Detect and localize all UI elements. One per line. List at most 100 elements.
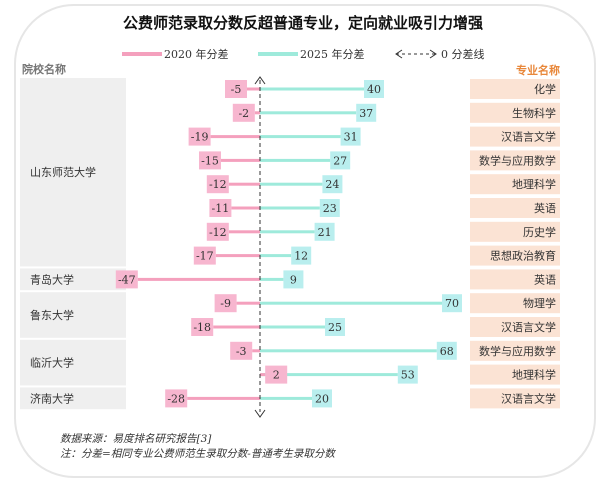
university-label: 山东师范大学 [30, 165, 96, 179]
data-label-2025: 12 [294, 250, 308, 263]
legend-zero-line-icon [395, 49, 437, 59]
bar-2020 [213, 325, 260, 329]
bar-2025 [260, 158, 331, 162]
data-label-2025: 20 [315, 392, 329, 405]
major-box [470, 245, 560, 266]
label-box-2020 [165, 389, 188, 408]
bar-2020 [247, 87, 260, 91]
label-box-2025 [436, 341, 457, 360]
label-box-2025 [291, 246, 312, 265]
data-label-2020: -18 [193, 321, 211, 334]
label-box-2020 [193, 246, 216, 265]
data-label-2025: 27 [333, 154, 347, 167]
data-label-2020: -15 [201, 154, 219, 167]
data-label-2025: 70 [445, 297, 459, 310]
legend-zero-label: 0 分差线 [441, 47, 485, 61]
bar-2025 [260, 135, 341, 139]
data-label-2020: -47 [118, 273, 136, 286]
major-label: 英语 [534, 272, 556, 286]
label-box-2025 [319, 199, 340, 217]
data-label-2020: -28 [167, 392, 185, 405]
label-box-2025 [325, 318, 345, 336]
left-header: 院校名称 [22, 62, 66, 76]
label-box-2020 [232, 103, 255, 122]
major-label: 化学 [534, 82, 556, 96]
bar-2020 [260, 373, 266, 377]
bar-2025 [260, 396, 312, 400]
data-label-2020: -12 [209, 178, 227, 191]
bar-2020 [228, 230, 260, 234]
bar-2025 [260, 230, 315, 234]
label-box-2020 [115, 270, 138, 289]
label-box-2025 [283, 270, 304, 289]
data-label-2025: 21 [318, 226, 332, 239]
data-label-2020: -17 [196, 250, 214, 263]
label-box-2020 [206, 175, 229, 194]
bar-2020 [228, 182, 260, 186]
data-label-2020: -3 [236, 345, 247, 358]
university-block [20, 387, 126, 410]
label-box-2025 [340, 127, 361, 146]
label-box-2020 [230, 341, 253, 360]
major-label: 地理科学 [512, 368, 556, 382]
major-label: 物理学 [523, 296, 556, 310]
data-label-2025: 68 [440, 345, 454, 358]
note-text: 注：分差=相同专业公费师范生录取分数-普通考生录取分数 [60, 448, 336, 460]
data-label-2025: 23 [323, 202, 337, 215]
data-label-2025: 31 [344, 131, 358, 144]
label-box-2025 [330, 151, 351, 170]
bar-2020 [231, 206, 260, 210]
label-box-2020 [214, 294, 237, 313]
source-text: 数据来源：易度排名研究报告[3] [60, 433, 212, 445]
major-box [470, 79, 560, 99]
data-label-2025: 40 [367, 83, 381, 96]
major-label: 数学与应用数学 [479, 153, 556, 167]
label-box-2020 [199, 151, 221, 170]
major-box [470, 364, 560, 385]
data-label-2025: 53 [401, 369, 415, 382]
major-box [470, 388, 560, 409]
major-label: 汉语言文学 [501, 320, 556, 334]
university-label: 鲁东大学 [30, 308, 74, 322]
bar-2020 [215, 254, 260, 258]
major-label: 英语 [534, 201, 556, 215]
bar-2020 [254, 111, 260, 115]
chart-frame [14, 4, 596, 478]
label-box-2020 [191, 318, 214, 336]
right-header: 专业名称 [516, 63, 560, 77]
university-label: 临沂大学 [30, 356, 74, 370]
label-box-2020 [206, 222, 229, 241]
major-box [470, 150, 560, 171]
label-box-2025 [314, 222, 335, 241]
bar-2025 [260, 349, 437, 353]
chart-title: 公费师范录取分数反超普通专业，定向就业吸引力增强 [123, 14, 483, 32]
major-box [470, 174, 560, 195]
label-box-2020 [209, 199, 232, 217]
data-label-2020: 2 [273, 369, 280, 382]
bar-2020 [210, 135, 260, 139]
bar-2025 [260, 206, 320, 210]
university-block [20, 339, 126, 386]
major-box [470, 102, 560, 123]
data-label-2020: -12 [209, 226, 227, 239]
major-label: 汉语言文学 [501, 391, 556, 405]
bar-2020 [252, 349, 260, 353]
bar-2025 [260, 325, 325, 329]
label-box-2020 [265, 365, 288, 384]
university-block [20, 292, 126, 338]
bar-2025 [260, 254, 292, 258]
label-box-2025 [364, 80, 384, 98]
major-label: 思想政治教育 [490, 249, 556, 263]
major-label: 地理科学 [512, 177, 556, 191]
bar-2020 [137, 277, 260, 281]
label-box-2025 [442, 294, 462, 313]
major-box [470, 221, 560, 242]
bar-2025 [260, 111, 357, 115]
label-box-2025 [322, 175, 343, 194]
legend-2020-label: 2020 年分差 [164, 47, 229, 61]
bar-2025 [260, 277, 284, 281]
major-box [470, 269, 560, 290]
bar-2020 [187, 396, 260, 400]
data-label-2020: -11 [212, 202, 230, 215]
bar-2025 [260, 182, 323, 186]
